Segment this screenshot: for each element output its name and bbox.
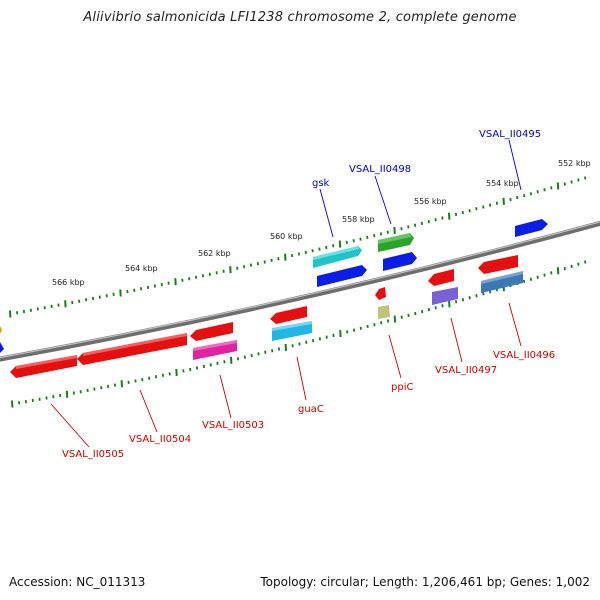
label-leader-lines: [50, 139, 522, 448]
gene-feature-reverse[interactable]: [270, 306, 307, 324]
gene-label-gsk[interactable]: gsk: [312, 178, 330, 189]
gene-feature-forward[interactable]: [313, 246, 359, 260]
page-title: Aliivibrio salmonicida LFI1238 chromosom…: [83, 10, 517, 25]
gene-feature-reverse[interactable]: [378, 305, 390, 319]
gene-feature-partial: [0, 326, 2, 334]
leader-line-vsal-ii0496: [508, 302, 522, 347]
gene-labels: gsk VSAL_II0498 VSAL_II0495 VSAL_II0505 …: [62, 129, 555, 460]
gene-label-guac[interactable]: guaC: [298, 404, 324, 415]
gene-feature-reverse[interactable]: [478, 255, 518, 274]
gene-feature-reverse[interactable]: [432, 287, 458, 305]
leader-line-vsal-ii0505: [50, 403, 90, 448]
gene-feature-forward[interactable]: [317, 265, 367, 287]
kbp-tick-label: 552 kbp: [558, 159, 591, 168]
kbp-tick-label: 560 kbp: [270, 232, 303, 241]
kbp-tick-label: 562 kbp: [198, 249, 231, 258]
kbp-tick-label: 566 kbp: [52, 278, 85, 287]
kbp-tick-label: 564 kbp: [125, 264, 158, 273]
chromosome-backbone-highlight: [0, 221, 600, 359]
leader-line-guac: [296, 356, 307, 401]
gene-feature-reverse[interactable]: [272, 321, 312, 331]
genome-summary-text: Topology: circular; Length: 1,206,461 bp…: [260, 575, 590, 589]
gene-feature-forward[interactable]: [383, 252, 417, 271]
leader-line-vsal-ii0498: [374, 175, 392, 225]
leader-line-vsal-ii0503: [219, 374, 232, 419]
kbp-tick-label: 556 kbp: [414, 197, 447, 206]
chromosome-backbone: [0, 220, 600, 362]
leader-line-vsal-ii0504: [139, 389, 158, 433]
gene-feature-reverse[interactable]: [83, 333, 187, 356]
gene-label-vsal-ii0495[interactable]: VSAL_II0495: [479, 129, 541, 140]
gene-feature-forward[interactable]: [515, 219, 548, 237]
forward-strand-genes: [313, 219, 548, 287]
kbp-tick-label: 554 kbp: [486, 179, 519, 188]
gene-label-ppic[interactable]: ppiC: [391, 382, 413, 393]
gene-feature-forward[interactable]: [378, 233, 411, 244]
gene-feature-forward[interactable]: [313, 246, 362, 268]
gene-feature-reverse[interactable]: [481, 271, 523, 284]
gene-feature-reverse[interactable]: [375, 287, 386, 300]
leader-line-gsk: [319, 188, 334, 238]
gene-label-vsal-ii0503[interactable]: VSAL_II0503: [202, 420, 264, 431]
gene-feature-reverse[interactable]: [428, 269, 454, 286]
leader-line-vsal-ii0495: [508, 139, 522, 191]
gene-label-vsal-ii0498[interactable]: VSAL_II0498: [349, 164, 411, 175]
gene-label-vsal-ii0497[interactable]: VSAL_II0497: [435, 365, 497, 376]
gene-label-vsal-ii0496[interactable]: VSAL_II0496: [493, 350, 555, 361]
leader-line-ppic: [388, 334, 402, 379]
gene-feature-reverse[interactable]: [190, 322, 233, 341]
kbp-tick-label: 558 kbp: [342, 215, 375, 224]
accession-text: Accession: NC_011313: [9, 575, 146, 589]
leader-line-vsal-ii0497: [450, 317, 463, 363]
reverse-strand-genes: [0, 255, 523, 378]
kbp-tick-labels: 566 kbp 564 kbp 562 kbp 560 kbp 558 kbp …: [52, 159, 591, 287]
inner-tick-ring: [11, 260, 587, 408]
gene-feature-reverse[interactable]: [272, 321, 312, 341]
outer-tick-ring: [9, 176, 587, 318]
gene-label-vsal-ii0505[interactable]: VSAL_II0505: [62, 449, 124, 460]
gene-feature-partial: [0, 342, 4, 353]
gene-feature-reverse[interactable]: [16, 355, 77, 369]
gene-label-vsal-ii0504[interactable]: VSAL_II0504: [129, 434, 191, 445]
gene-feature-reverse[interactable]: [193, 340, 237, 351]
